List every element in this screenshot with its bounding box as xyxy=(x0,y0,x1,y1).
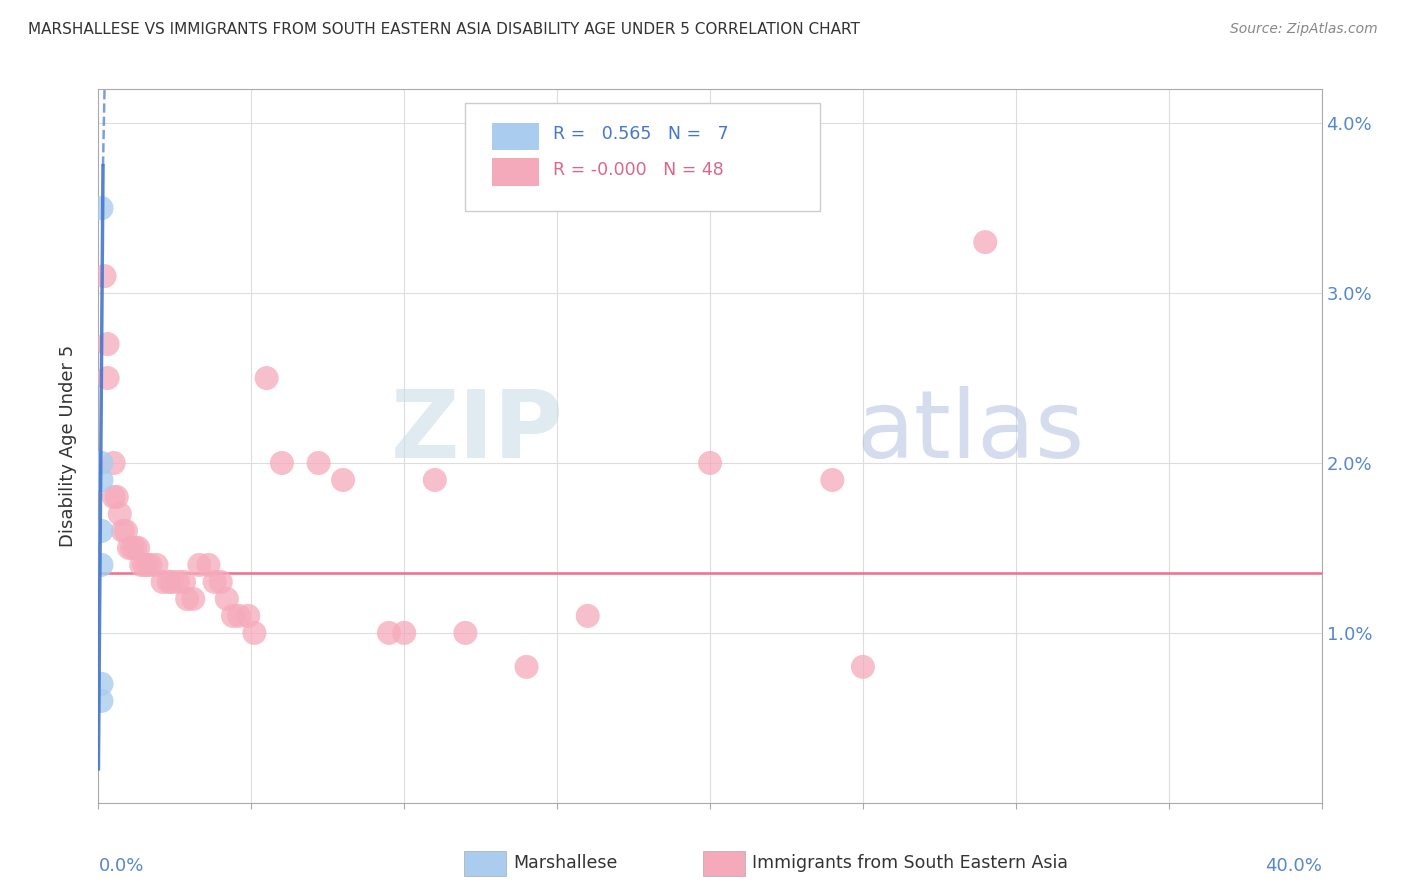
Point xyxy=(105,490,128,504)
Point xyxy=(308,456,330,470)
Text: R = -0.000   N = 48: R = -0.000 N = 48 xyxy=(554,161,724,178)
Point xyxy=(392,626,416,640)
Point xyxy=(90,201,112,215)
Point xyxy=(188,558,211,572)
Point xyxy=(90,473,112,487)
Text: Immigrants from South Eastern Asia: Immigrants from South Eastern Asia xyxy=(752,854,1069,871)
Point xyxy=(134,558,156,572)
Text: 0.0%: 0.0% xyxy=(98,857,143,875)
Point xyxy=(699,456,721,470)
Point xyxy=(256,371,278,385)
Point xyxy=(93,269,115,284)
Point xyxy=(173,574,195,589)
Point xyxy=(124,541,146,555)
Point xyxy=(176,591,198,606)
Point xyxy=(974,235,997,249)
Y-axis label: Disability Age Under 5: Disability Age Under 5 xyxy=(59,345,77,547)
Point xyxy=(103,456,125,470)
Point xyxy=(378,626,401,640)
Text: Marshallese: Marshallese xyxy=(513,854,617,871)
Point xyxy=(97,337,120,351)
Point xyxy=(145,558,167,572)
Point xyxy=(90,694,112,708)
Text: Source: ZipAtlas.com: Source: ZipAtlas.com xyxy=(1230,22,1378,37)
Point xyxy=(90,524,112,538)
Bar xyxy=(492,123,538,150)
Point xyxy=(222,608,245,623)
Point xyxy=(423,473,446,487)
Point xyxy=(136,558,159,572)
Point xyxy=(270,456,292,470)
Point xyxy=(215,591,238,606)
Point xyxy=(181,591,204,606)
Text: atlas: atlas xyxy=(856,385,1085,478)
Point xyxy=(115,524,138,538)
Point xyxy=(90,456,112,470)
Point xyxy=(852,660,875,674)
Point xyxy=(576,608,599,623)
FancyBboxPatch shape xyxy=(465,103,820,211)
Point xyxy=(238,608,260,623)
Point xyxy=(129,558,152,572)
Point xyxy=(108,507,131,521)
Point xyxy=(127,541,149,555)
Point xyxy=(121,541,143,555)
Point xyxy=(90,558,112,572)
Point xyxy=(332,473,354,487)
Text: ZIP: ZIP xyxy=(391,385,564,478)
Point xyxy=(209,574,232,589)
Point xyxy=(197,558,219,572)
Text: R =   0.565   N =   7: R = 0.565 N = 7 xyxy=(554,125,730,143)
Point xyxy=(516,660,538,674)
Point xyxy=(821,473,844,487)
Text: MARSHALLESE VS IMMIGRANTS FROM SOUTH EASTERN ASIA DISABILITY AGE UNDER 5 CORRELA: MARSHALLESE VS IMMIGRANTS FROM SOUTH EAS… xyxy=(28,22,860,37)
Point xyxy=(90,677,112,691)
Point xyxy=(157,574,180,589)
Point xyxy=(204,574,226,589)
Point xyxy=(228,608,250,623)
Bar xyxy=(492,159,538,186)
Point xyxy=(167,574,190,589)
Point xyxy=(160,574,183,589)
Text: 40.0%: 40.0% xyxy=(1265,857,1322,875)
Point xyxy=(243,626,266,640)
Point xyxy=(103,490,125,504)
Point xyxy=(111,524,134,538)
Point xyxy=(152,574,174,589)
Point xyxy=(118,541,141,555)
Point xyxy=(454,626,477,640)
Point xyxy=(97,371,120,385)
Point xyxy=(139,558,162,572)
